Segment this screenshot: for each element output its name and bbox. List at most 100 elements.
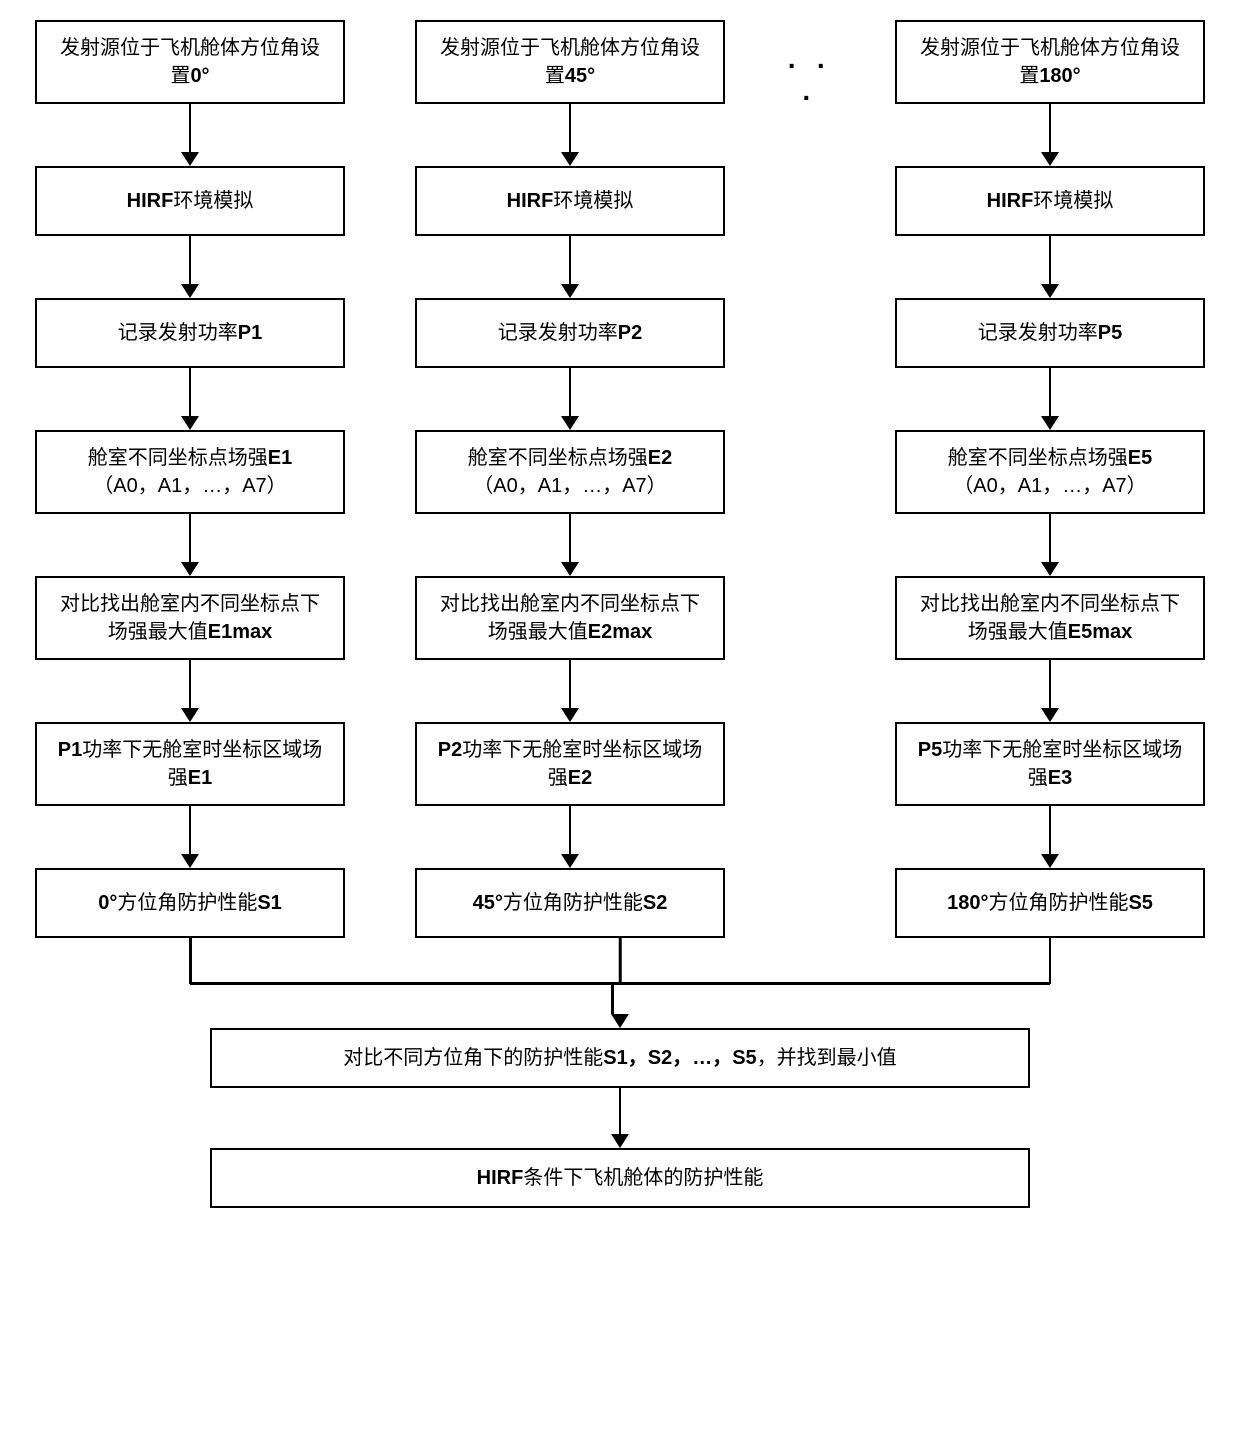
box-c0-r3: 舱室不同坐标点场强E1 （A0，A1，…，A7） <box>35 430 345 514</box>
arrow-down-icon <box>181 368 199 430</box>
arrow-down-icon <box>561 660 579 722</box>
text: （A0，A1，…，A7） <box>953 475 1146 497</box>
text-bold: 0° <box>98 892 117 914</box>
column-0deg: 发射源位于飞机舱体方位角设置0° HIRF环境模拟 记录发射功率P1 舱室不同坐… <box>20 20 360 938</box>
text: （A0，A1，…，A7） <box>93 475 286 497</box>
text-bold: P1 <box>58 739 82 761</box>
connector-line <box>189 938 192 984</box>
text-bold: E5max <box>1068 621 1133 643</box>
text: 方位角防护性能 <box>503 892 643 914</box>
arrow-down-icon <box>181 104 199 166</box>
text: 对比找出舱室内不同坐标点下场强最大值 <box>920 593 1180 643</box>
box-c1-r1: HIRF环境模拟 <box>415 166 725 236</box>
arrow-down-icon <box>1041 806 1059 868</box>
text: 环境模拟 <box>173 190 253 212</box>
text-bold: HIRF <box>477 1167 524 1189</box>
text-bold: HIRF <box>127 190 174 212</box>
arrow-down-icon <box>561 806 579 868</box>
text: 记录发射功率 <box>978 322 1098 344</box>
text-bold: S1 <box>257 892 281 914</box>
box-c0-r0: 发射源位于飞机舱体方位角设置0° <box>35 20 345 104</box>
text-bold: P2 <box>438 739 462 761</box>
box-c2-r5: P5功率下无舱室时坐标区域场强E3 <box>895 722 1205 806</box>
text-bold: P1 <box>238 322 262 344</box>
text-bold: E2 <box>648 447 672 469</box>
arrow-down-icon <box>1041 368 1059 430</box>
text: 环境模拟 <box>553 190 633 212</box>
text-bold: HIRF <box>507 190 554 212</box>
text: 方位角防护性能 <box>988 892 1128 914</box>
column-45deg: 发射源位于飞机舱体方位角设置45° HIRF环境模拟 记录发射功率P2 舱室不同… <box>400 20 740 938</box>
box-c1-r3: 舱室不同坐标点场强E2 （A0，A1，…，A7） <box>415 430 725 514</box>
box-compare: 对比不同方位角下的防护性能S1，S2，…，S5，并找到最小值 <box>210 1028 1030 1088</box>
column-180deg: 发射源位于飞机舱体方位角设置180° HIRF环境模拟 记录发射功率P5 舱室不… <box>880 20 1220 938</box>
connector-line <box>1049 938 1052 984</box>
box-c2-r2: 记录发射功率P5 <box>895 298 1205 368</box>
arrow-down-icon <box>561 236 579 298</box>
box-c2-r0: 发射源位于飞机舱体方位角设置180° <box>895 20 1205 104</box>
flowchart-diagram: 发射源位于飞机舱体方位角设置0° HIRF环境模拟 记录发射功率P1 舱室不同坐… <box>20 20 1220 1208</box>
text-bold: E1 <box>268 447 292 469</box>
text: ，并找到最小值 <box>757 1047 897 1069</box>
arrow-down-icon <box>561 368 579 430</box>
text: 环境模拟 <box>1033 190 1113 212</box>
arrow-down-icon <box>181 660 199 722</box>
box-c2-r1: HIRF环境模拟 <box>895 166 1205 236</box>
arrow-down-icon <box>1041 104 1059 166</box>
text-bold: 180° <box>1039 65 1080 87</box>
arrow-down-icon <box>561 514 579 576</box>
box-c1-r4: 对比找出舱室内不同坐标点下场强最大值E2max <box>415 576 725 660</box>
text: 条件下飞机舱体的防护性能 <box>523 1167 763 1189</box>
merge-connector <box>20 938 1220 1028</box>
box-c2-r6: 180°方位角防护性能S5 <box>895 868 1205 938</box>
box-c0-r1: HIRF环境模拟 <box>35 166 345 236</box>
text-bold: P2 <box>618 322 642 344</box>
box-final-result: HIRF条件下飞机舱体的防护性能 <box>210 1148 1030 1208</box>
text-bold: E1 <box>188 767 212 789</box>
text-bold: E1max <box>208 621 273 643</box>
box-c1-r6: 45°方位角防护性能S2 <box>415 868 725 938</box>
text: 方位角防护性能 <box>117 892 257 914</box>
text-bold: E5 <box>1128 447 1152 469</box>
text: （A0，A1，…，A7） <box>473 475 666 497</box>
text: 舱室不同坐标点场强 <box>948 447 1128 469</box>
text-bold: 180° <box>947 892 988 914</box>
box-c0-r2: 记录发射功率P1 <box>35 298 345 368</box>
box-c2-r4: 对比找出舱室内不同坐标点下场强最大值E5max <box>895 576 1205 660</box>
box-c0-r5: P1功率下无舱室时坐标区域场强E1 <box>35 722 345 806</box>
box-c1-r0: 发射源位于飞机舱体方位角设置45° <box>415 20 725 104</box>
text: 记录发射功率 <box>118 322 238 344</box>
text: 舱室不同坐标点场强 <box>468 447 648 469</box>
text-bold: S1，S2，…，S5 <box>603 1047 756 1069</box>
arrow-down-icon <box>561 104 579 166</box>
text-bold: E2 <box>568 767 592 789</box>
text: 舱室不同坐标点场强 <box>88 447 268 469</box>
text: 记录发射功率 <box>498 322 618 344</box>
arrow-down-icon <box>610 1088 630 1148</box>
text-bold: S2 <box>643 892 667 914</box>
arrow-down-icon <box>1041 236 1059 298</box>
text: 对比找出舱室内不同坐标点下场强最大值 <box>60 593 320 643</box>
text-bold: HIRF <box>987 190 1034 212</box>
text-bold: E2max <box>588 621 653 643</box>
ellipsis: · · · <box>780 50 840 114</box>
text-bold: S5 <box>1128 892 1152 914</box>
box-c2-r3: 舱室不同坐标点场强E5 （A0，A1，…，A7） <box>895 430 1205 514</box>
box-c1-r2: 记录发射功率P2 <box>415 298 725 368</box>
arrow-down-icon <box>181 806 199 868</box>
text-bold: 45° <box>565 65 595 87</box>
columns-container: 发射源位于飞机舱体方位角设置0° HIRF环境模拟 记录发射功率P1 舱室不同坐… <box>20 20 1220 938</box>
arrow-down-icon <box>181 236 199 298</box>
text: 对比找出舱室内不同坐标点下场强最大值 <box>440 593 700 643</box>
text-bold: P5 <box>1098 322 1122 344</box>
box-c1-r5: P2功率下无舱室时坐标区域场强E2 <box>415 722 725 806</box>
arrow-down-icon <box>611 982 629 1028</box>
text-bold: 0° <box>190 65 209 87</box>
text: 对比不同方位角下的防护性能 <box>343 1047 603 1069</box>
text-bold: 45° <box>473 892 503 914</box>
arrow-down-icon <box>1041 660 1059 722</box>
text-bold: E3 <box>1048 767 1072 789</box>
arrow-down-icon <box>181 514 199 576</box>
connector-line <box>619 938 622 982</box>
box-c0-r4: 对比找出舱室内不同坐标点下场强最大值E1max <box>35 576 345 660</box>
